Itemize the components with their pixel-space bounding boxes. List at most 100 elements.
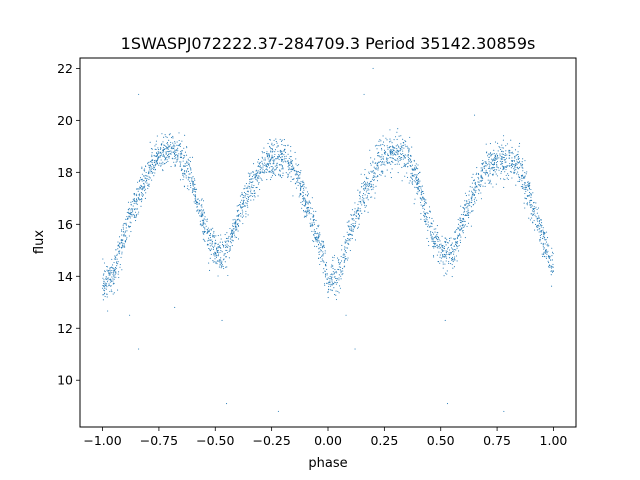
- data-point: [229, 248, 231, 250]
- data-point: [225, 245, 227, 247]
- data-point: [179, 163, 182, 165]
- data-point: [501, 163, 504, 165]
- data-point: [522, 174, 524, 176]
- data-point: [370, 170, 372, 172]
- data-point: [342, 256, 344, 259]
- data-point: [416, 192, 418, 194]
- data-point: [199, 200, 201, 202]
- data-point: [235, 229, 237, 231]
- data-point: [226, 246, 228, 248]
- data-point: [315, 232, 317, 234]
- data-point: [226, 266, 228, 268]
- data-point: [531, 205, 533, 207]
- data-point: [521, 165, 523, 167]
- data-point: [545, 257, 547, 260]
- data-point: [103, 294, 105, 296]
- data-point: [207, 230, 209, 233]
- x-tick-label: 0.75: [483, 433, 511, 448]
- data-point: [309, 222, 311, 224]
- data-point: [331, 264, 333, 266]
- data-point: [256, 179, 258, 181]
- data-point: [185, 175, 187, 177]
- data-point: [142, 189, 144, 191]
- data-point: [492, 186, 494, 188]
- data-point: [457, 228, 459, 230]
- data-point: [310, 218, 312, 220]
- data-point: [367, 199, 369, 201]
- data-point: [232, 240, 234, 242]
- data-point: [413, 180, 415, 182]
- data-point: [474, 181, 476, 183]
- data-point: [516, 161, 518, 163]
- data-point: [110, 270, 112, 272]
- data-point: [103, 262, 106, 264]
- data-point: [462, 223, 464, 226]
- data-point: [309, 225, 311, 227]
- data-point: [235, 236, 238, 238]
- data-point: [426, 223, 428, 225]
- data-point: [130, 209, 132, 211]
- data-point: [202, 224, 204, 226]
- data-point: [241, 213, 243, 215]
- data-point: [154, 172, 156, 174]
- data-point: [530, 193, 532, 195]
- data-point: [411, 177, 413, 179]
- data-point: [431, 225, 433, 228]
- data-point: [539, 237, 542, 239]
- data-point: [523, 184, 525, 186]
- data-point: [462, 217, 464, 219]
- data-point: [415, 177, 417, 179]
- data-point: [102, 274, 104, 276]
- data-point: [370, 196, 372, 198]
- data-point: [245, 193, 247, 195]
- data-point: [223, 246, 225, 248]
- data-point: [545, 250, 547, 252]
- data-point: [408, 150, 410, 152]
- data-point: [193, 178, 195, 180]
- data-point: [541, 237, 543, 240]
- data-point: [285, 155, 287, 157]
- data-point: [378, 155, 380, 157]
- data-point: [432, 220, 434, 222]
- data-point: [271, 149, 273, 151]
- data-point: [270, 158, 272, 160]
- data-point: [187, 179, 189, 181]
- data-point: [143, 186, 145, 188]
- data-point: [229, 241, 231, 243]
- data-point: [190, 184, 192, 187]
- data-point: [264, 162, 266, 164]
- data-point: [316, 228, 318, 230]
- data-point: [414, 165, 416, 167]
- data-point: [295, 170, 297, 172]
- data-point: [334, 271, 336, 273]
- x-axis-label: phase: [308, 456, 347, 471]
- data-point: [139, 179, 141, 181]
- data-point: [304, 198, 306, 200]
- data-point: [322, 260, 324, 262]
- data-point: [256, 186, 258, 188]
- data-point: [192, 182, 194, 184]
- data-point: [528, 217, 530, 219]
- data-point: [262, 171, 264, 173]
- data-point: [345, 251, 347, 254]
- data-point: [299, 188, 302, 190]
- data-point: [350, 234, 352, 236]
- data-point: [362, 188, 365, 190]
- data-point: [298, 177, 300, 179]
- data-point: [150, 159, 153, 161]
- data-point: [407, 153, 409, 155]
- data-point: [159, 162, 161, 164]
- data-point: [180, 170, 182, 172]
- data-point: [526, 171, 528, 173]
- data-point: [177, 158, 179, 160]
- data-point: [241, 209, 243, 211]
- data-point: [323, 246, 325, 248]
- data-point: [283, 158, 285, 160]
- data-point: [391, 151, 393, 153]
- data-point: [260, 167, 262, 169]
- data-point: [176, 160, 178, 162]
- data-point: [217, 243, 219, 246]
- data-point: [283, 150, 285, 152]
- data-point: [482, 164, 484, 166]
- data-point: [467, 213, 469, 215]
